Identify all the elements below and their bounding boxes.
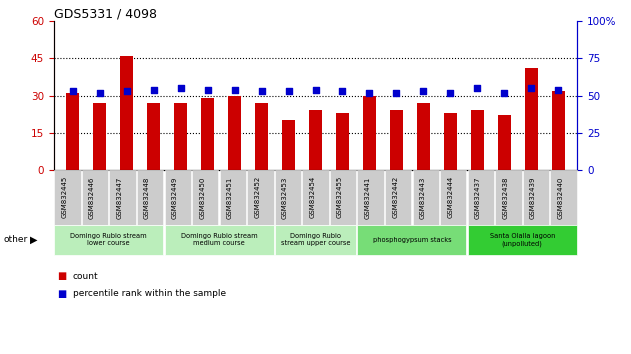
Text: other: other	[3, 235, 27, 244]
Bar	[416, 103, 430, 170]
Point	[553, 87, 563, 92]
Point	[95, 90, 105, 96]
Text: GSM832441: GSM832441	[365, 176, 370, 218]
Bar	[525, 68, 538, 170]
Point	[526, 85, 536, 91]
Text: count: count	[73, 272, 98, 281]
Text: GSM832439: GSM832439	[530, 176, 536, 219]
Text: GSM832445: GSM832445	[61, 176, 68, 218]
Bar	[147, 103, 160, 170]
Text: GSM832446: GSM832446	[89, 176, 95, 218]
Text: ■: ■	[57, 289, 66, 299]
Bar	[201, 98, 215, 170]
Point	[203, 87, 213, 92]
Bar	[551, 91, 565, 170]
Text: GSM832448: GSM832448	[144, 176, 150, 218]
Text: GSM832454: GSM832454	[309, 176, 316, 218]
Bar	[255, 103, 268, 170]
Bar	[390, 110, 403, 170]
Bar	[363, 96, 376, 170]
Text: GSM832443: GSM832443	[420, 176, 426, 218]
Bar	[228, 96, 241, 170]
Text: GSM832444: GSM832444	[447, 176, 453, 218]
Point	[256, 88, 266, 94]
Point	[418, 88, 428, 94]
Bar	[444, 113, 457, 170]
Text: GSM832440: GSM832440	[558, 176, 563, 218]
Bar	[498, 115, 511, 170]
Bar	[309, 110, 322, 170]
Text: GSM832455: GSM832455	[337, 176, 343, 218]
Text: ▶: ▶	[30, 235, 38, 245]
Bar	[336, 113, 349, 170]
Text: GSM832453: GSM832453	[282, 176, 288, 218]
Text: GSM832450: GSM832450	[199, 176, 205, 218]
Text: GSM832438: GSM832438	[502, 176, 509, 219]
Point	[365, 90, 375, 96]
Text: Santa Olalla lagoon
(unpolluted): Santa Olalla lagoon (unpolluted)	[490, 233, 555, 247]
Text: ■: ■	[57, 271, 66, 281]
Point	[445, 90, 456, 96]
Point	[499, 90, 509, 96]
Text: Domingo Rubio
stream upper course: Domingo Rubio stream upper course	[281, 233, 350, 246]
Text: Domingo Rubio stream
lower course: Domingo Rubio stream lower course	[71, 233, 147, 246]
Point	[175, 85, 186, 91]
Text: GSM832447: GSM832447	[117, 176, 122, 218]
Text: GDS5331 / 4098: GDS5331 / 4098	[54, 7, 156, 20]
Point	[391, 90, 401, 96]
Bar	[282, 120, 295, 170]
Bar	[93, 103, 106, 170]
Point	[338, 88, 348, 94]
Point	[473, 85, 483, 91]
Text: percentile rank within the sample: percentile rank within the sample	[73, 289, 226, 298]
Text: phosphogypsum stacks: phosphogypsum stacks	[373, 237, 451, 243]
Text: GSM832442: GSM832442	[392, 176, 398, 218]
Bar	[174, 103, 187, 170]
Point	[230, 87, 240, 92]
Point	[283, 88, 293, 94]
Bar	[471, 110, 484, 170]
Bar	[120, 56, 133, 170]
Point	[310, 87, 321, 92]
Text: GSM832451: GSM832451	[227, 176, 233, 218]
Point	[68, 88, 78, 94]
Bar	[66, 93, 80, 170]
Text: GSM832452: GSM832452	[254, 176, 261, 218]
Text: GSM832437: GSM832437	[475, 176, 481, 219]
Point	[148, 87, 158, 92]
Text: GSM832449: GSM832449	[172, 176, 178, 218]
Text: Domingo Rubio stream
medium course: Domingo Rubio stream medium course	[180, 233, 257, 246]
Point	[122, 88, 132, 94]
